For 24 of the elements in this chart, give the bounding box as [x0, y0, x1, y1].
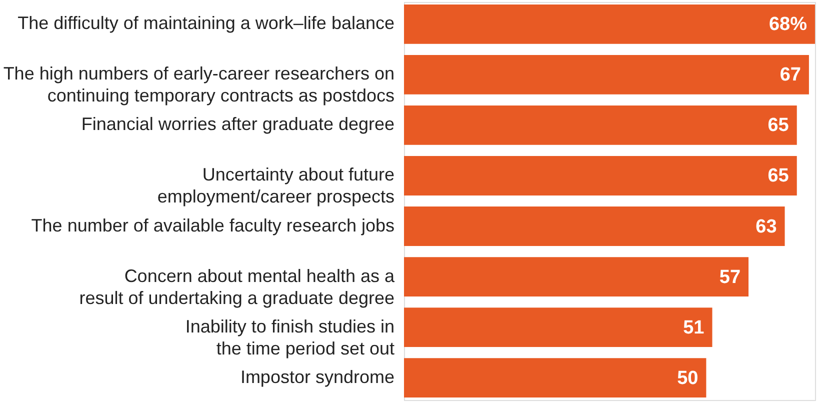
y-tick-label: The number of available faculty research jobs [31, 215, 394, 236]
y-tick-label: The high numbers of early-career researchers on continuing temporary contracts as postdocs [3, 64, 394, 106]
y-tick-label: Inability to finish studies in the time period set out [185, 316, 394, 358]
data-label: 67 [780, 64, 801, 86]
y-tick-label: Financial worries after graduate degree [81, 114, 394, 134]
bar [404, 206, 785, 246]
bar [404, 358, 706, 398]
y-tick-label: The difficulty of maintaining a work–life balance [18, 13, 394, 34]
data-label: 65 [768, 166, 790, 187]
y-tick-label: Uncertainty about future employment/career prospects [157, 164, 394, 207]
bar [404, 257, 749, 296]
data-label: 51 [683, 317, 705, 338]
data-label: 57 [719, 266, 741, 288]
bar [404, 106, 797, 145]
bar [404, 55, 809, 94]
data-label: 63 [756, 216, 777, 238]
data-label: 50 [677, 368, 698, 389]
data-label: 68% [768, 14, 808, 36]
data-label: 65 [768, 115, 790, 136]
bar [404, 308, 712, 347]
bar [404, 4, 815, 44]
bar [404, 156, 797, 196]
y-tick-label: Concern about mental health as a result of undertaking a graduate degree [79, 266, 396, 308]
y-tick-label: Impostor syndrome [240, 366, 394, 387]
